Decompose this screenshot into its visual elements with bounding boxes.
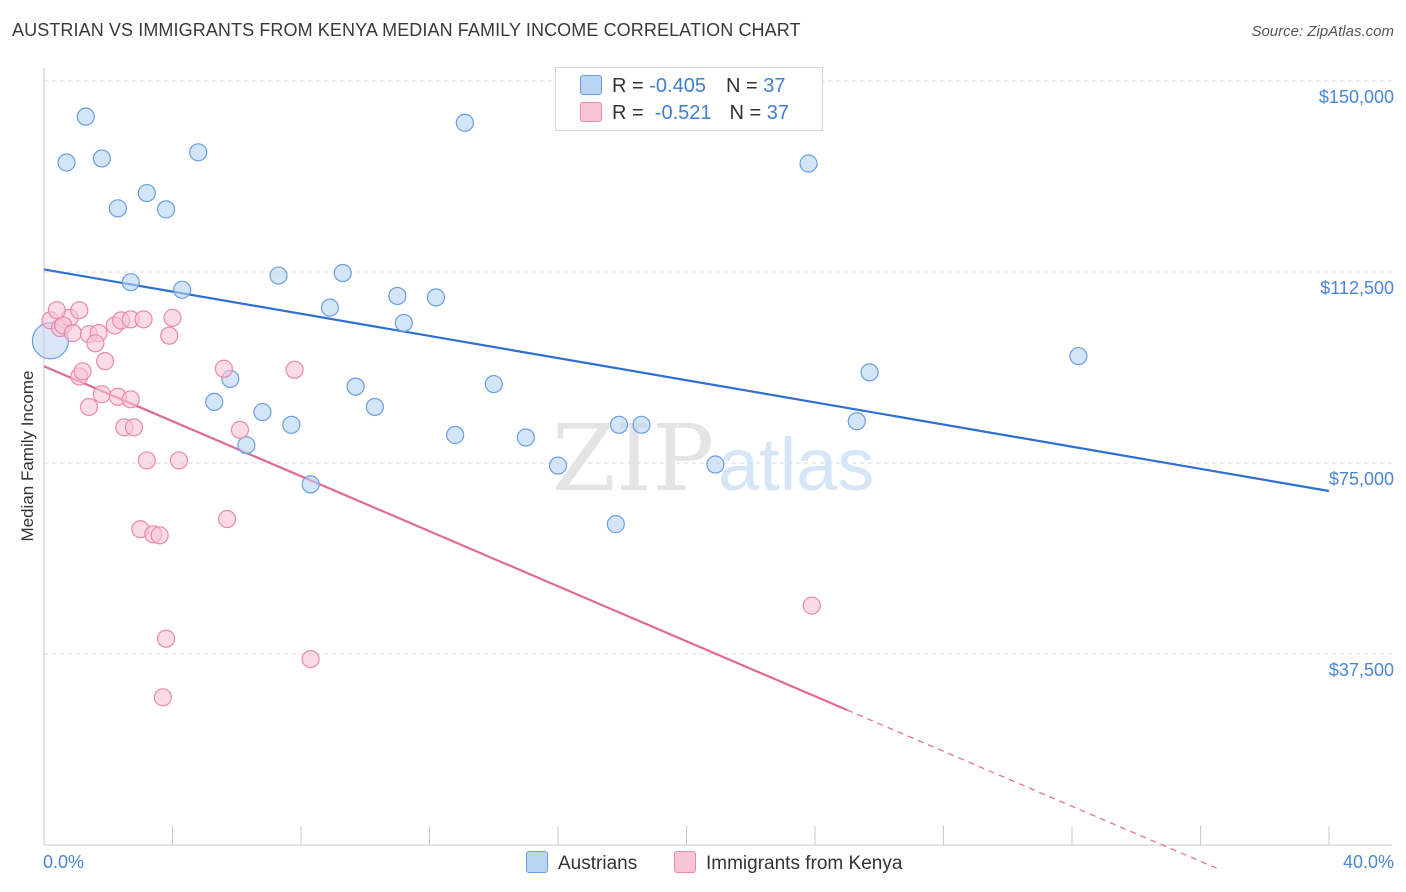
series-label-kenya: Immigrants from Kenya bbox=[706, 853, 903, 874]
austrians-point bbox=[108, 199, 127, 218]
kenya-point bbox=[285, 360, 304, 379]
kenya-point bbox=[802, 596, 821, 615]
legend-swatch-austrians bbox=[580, 75, 602, 95]
correlation-legend: R = -0.405 N = 37 R = -0.521 N = 37 bbox=[555, 67, 823, 131]
legend-r-label: R = bbox=[612, 75, 650, 97]
austrians-point bbox=[237, 436, 256, 455]
kenya-point bbox=[156, 629, 176, 648]
y-tick-150000: $150,000 bbox=[1318, 87, 1394, 107]
kenya-point bbox=[218, 509, 237, 529]
austrians-point bbox=[333, 263, 352, 283]
x-tick-max: 40.0% bbox=[1342, 852, 1394, 872]
trend-line-kenya bbox=[43, 365, 848, 712]
austrians-point bbox=[253, 402, 272, 422]
series-legend: Austrians Immigrants from Kenya bbox=[0, 851, 1406, 877]
kenya-point bbox=[86, 334, 105, 353]
kenya-point bbox=[160, 326, 179, 345]
legend-r-label: R = bbox=[612, 102, 650, 124]
data-points bbox=[31, 107, 1088, 707]
trend-line-austrians bbox=[43, 268, 1330, 493]
kenya-point bbox=[301, 649, 320, 669]
watermark-atlas: atlas bbox=[718, 423, 874, 506]
austrians-point bbox=[446, 425, 465, 445]
series-label-austrians: Austrians bbox=[558, 853, 638, 874]
kenya-point bbox=[121, 390, 140, 409]
y-axis-label: Median Family Income bbox=[18, 370, 37, 542]
kenya-point bbox=[63, 324, 83, 343]
legend-r-value: -0.405 bbox=[649, 75, 706, 97]
x-tick-min: 0.0% bbox=[43, 852, 85, 872]
legend-row-kenya: R = -0.521 N = 37 bbox=[580, 102, 789, 126]
kenya-point bbox=[150, 526, 169, 545]
chart-title: AUSTRIAN VS IMMIGRANTS FROM KENYA MEDIAN… bbox=[12, 20, 801, 40]
legend-row-austrians: R = -0.405 N = 37 bbox=[580, 75, 785, 99]
austrians-point bbox=[137, 183, 156, 203]
legend-r-value: -0.521 bbox=[649, 102, 712, 124]
austrians-point bbox=[57, 153, 76, 172]
austrians-point bbox=[516, 428, 535, 447]
legend-n-label: N = bbox=[725, 75, 764, 97]
kenya-point bbox=[163, 308, 182, 327]
kenya-point bbox=[92, 385, 111, 404]
austrians-point bbox=[189, 143, 208, 162]
austrians-point bbox=[799, 154, 818, 173]
kenya-point bbox=[79, 397, 99, 417]
kenya-point bbox=[70, 301, 89, 320]
trend-lines bbox=[43, 268, 1330, 871]
austrians-point bbox=[706, 455, 725, 474]
kenya-point bbox=[230, 420, 250, 439]
austrians-point bbox=[156, 200, 176, 219]
kenya-point bbox=[214, 359, 233, 378]
series-legend-austrians[interactable]: Austrians bbox=[526, 851, 637, 875]
austrians-point bbox=[205, 392, 224, 411]
kenya-point bbox=[169, 451, 189, 470]
austrians-point bbox=[269, 266, 288, 285]
kenya-point bbox=[137, 451, 156, 470]
austrians-point bbox=[394, 313, 413, 333]
austrians-point bbox=[606, 515, 625, 534]
trend-line-extension bbox=[846, 709, 1221, 871]
austrians-point bbox=[1069, 346, 1088, 366]
austrians-point bbox=[282, 415, 301, 434]
grid-lines bbox=[44, 80, 1392, 655]
austrians-point bbox=[320, 298, 340, 317]
austrians-point bbox=[76, 107, 95, 126]
legend-n-value: 37 bbox=[763, 75, 786, 97]
austrians-point bbox=[365, 397, 384, 417]
austrians-point bbox=[346, 377, 365, 396]
austrians-point bbox=[121, 273, 140, 292]
kenya-point bbox=[47, 301, 66, 320]
kenya-point bbox=[95, 352, 115, 371]
austrians-point bbox=[388, 286, 407, 306]
y-tick-112500: $112,500 bbox=[1320, 278, 1394, 298]
legend-swatch-kenya bbox=[580, 102, 602, 122]
source-label: Source: ZipAtlas.com bbox=[1251, 23, 1394, 40]
austrians-point bbox=[92, 149, 111, 168]
austrians-point bbox=[173, 280, 192, 299]
austrians-point bbox=[847, 412, 866, 431]
legend-n-value: 37 bbox=[766, 102, 790, 124]
y-tick-75000: $75,000 bbox=[1328, 469, 1394, 489]
kenya-point bbox=[153, 688, 172, 707]
austrians-point bbox=[609, 415, 629, 434]
austrians-point bbox=[455, 113, 474, 132]
axes bbox=[43, 68, 1392, 846]
austrians-point bbox=[860, 363, 879, 382]
kenya-point bbox=[124, 418, 144, 437]
austrians-point bbox=[301, 475, 320, 494]
legend-n-label: N = bbox=[729, 102, 767, 124]
austrians-point bbox=[632, 415, 651, 434]
austrians-point bbox=[548, 456, 568, 475]
series-legend-kenya[interactable]: Immigrants from Kenya bbox=[674, 851, 902, 875]
kenya-point bbox=[73, 362, 92, 381]
kenya-point bbox=[134, 310, 153, 329]
series-swatch-austrians bbox=[526, 851, 548, 873]
series-swatch-kenya bbox=[674, 851, 696, 873]
watermark-zip: ZIP bbox=[552, 405, 714, 512]
austrians-point bbox=[426, 288, 446, 307]
y-tick-37500: $37,500 bbox=[1328, 660, 1394, 680]
austrians-point bbox=[484, 374, 503, 394]
